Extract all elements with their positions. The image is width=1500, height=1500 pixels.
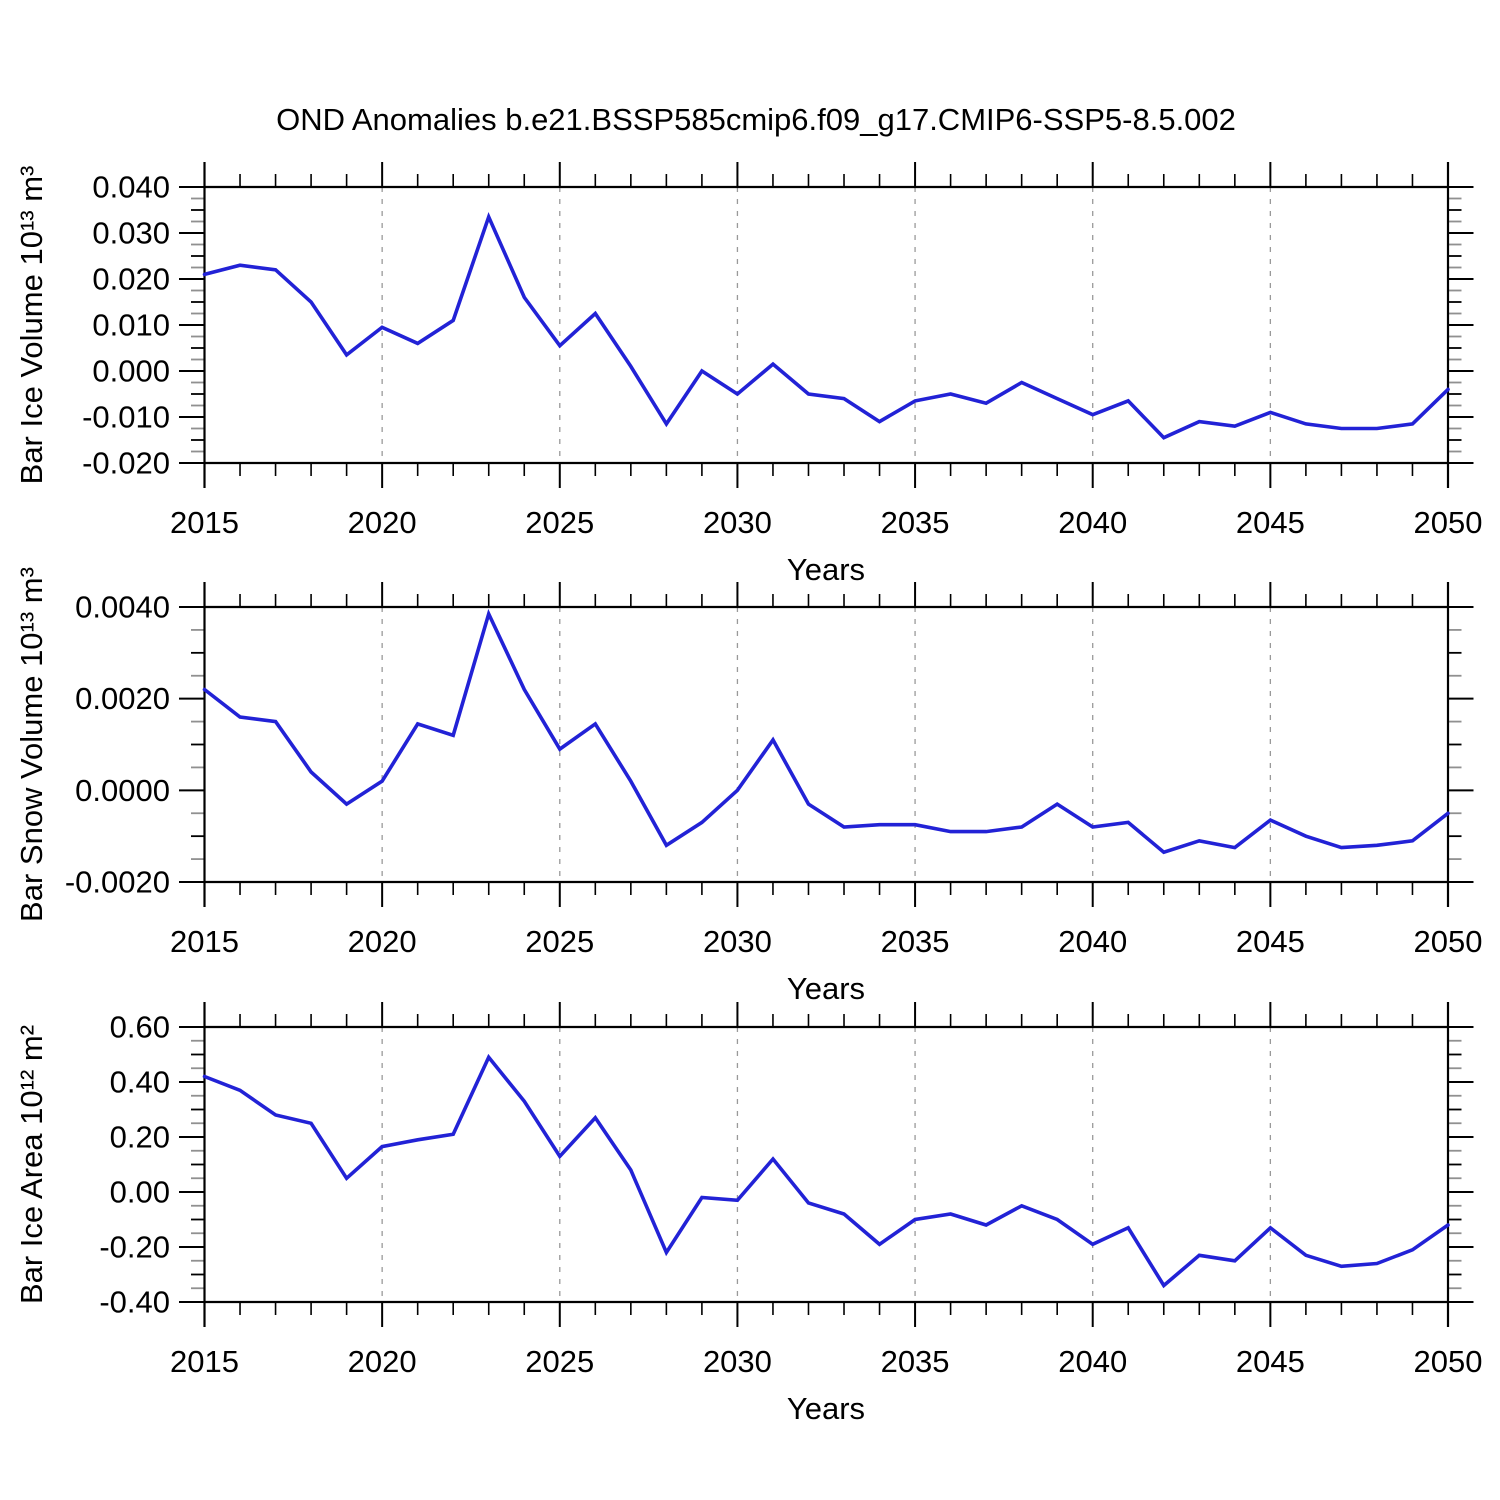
x-tick-label: 2040	[1058, 505, 1127, 540]
x-tick-label: 2015	[170, 505, 239, 540]
x-axis-title: Years	[787, 971, 865, 1006]
y-tick-label: 0.040	[92, 170, 170, 205]
y-tick-label: -0.20	[99, 1230, 170, 1265]
x-tick-label: 2035	[881, 505, 950, 540]
x-tick-label: 2050	[1414, 1344, 1483, 1379]
y-tick-label: 0.20	[110, 1120, 170, 1155]
x-tick-label: 2020	[348, 505, 417, 540]
chart-title: OND Anomalies b.e21.BSSP585cmip6.f09_g17…	[276, 102, 1236, 137]
x-tick-label: 2020	[348, 1344, 417, 1379]
y-tick-label: 0.0000	[75, 773, 170, 808]
x-tick-label: 2015	[170, 924, 239, 959]
y-tick-label: 0.010	[92, 308, 170, 343]
x-axis-title: Years	[787, 1391, 865, 1426]
y-tick-label: -0.010	[82, 400, 170, 435]
x-tick-label: 2050	[1414, 505, 1483, 540]
x-tick-label: 2020	[348, 924, 417, 959]
data-line-snow-volume	[202, 608, 1450, 855]
y-tick-label: -0.40	[99, 1285, 170, 1320]
y-tick-label: -0.020	[82, 446, 170, 481]
y-tick-label: 0.0020	[75, 681, 170, 716]
data-line-ice-area	[202, 1053, 1450, 1289]
y-tick-label: 0.030	[92, 216, 170, 251]
y-axis-title: Bar Ice Area 10¹² m²	[14, 1025, 49, 1304]
x-tick-label: 2050	[1414, 924, 1483, 959]
x-tick-label: 2035	[881, 924, 950, 959]
x-tick-label: 2025	[525, 1344, 594, 1379]
y-tick-label: 0.000	[92, 354, 170, 389]
x-tick-label: 2040	[1058, 924, 1127, 959]
x-tick-label: 2045	[1236, 924, 1305, 959]
x-tick-label: 2030	[703, 924, 772, 959]
y-axis-title: Bar Ice Volume 10¹³ m³	[14, 166, 49, 485]
y-tick-label: 0.020	[92, 262, 170, 297]
x-tick-label: 2045	[1236, 1344, 1305, 1379]
x-tick-label: 2030	[703, 505, 772, 540]
y-tick-label: 0.0040	[75, 590, 170, 625]
x-axis-title: Years	[787, 552, 865, 587]
x-tick-label: 2025	[525, 505, 594, 540]
data-line-ice-volume	[202, 211, 1450, 440]
y-tick-label: 0.40	[110, 1065, 170, 1100]
x-tick-label: 2030	[703, 1344, 772, 1379]
y-tick-label: -0.0020	[65, 865, 170, 900]
x-tick-label: 2040	[1058, 1344, 1127, 1379]
x-tick-label: 2045	[1236, 505, 1305, 540]
panel-ice-volume: 0.040 0.030 0.020 0.010 0.000 -0.010 -0.020201…	[14, 162, 1482, 587]
panels: 0.0400.0300.0200.0100.000-0.010-0.020201…	[14, 162, 1482, 1426]
y-axis-title: Bar Snow Volume 10¹³ m³	[14, 567, 49, 922]
y-tick-label: 0.00	[110, 1175, 170, 1210]
x-tick-label: 2035	[881, 1344, 950, 1379]
x-tick-label: 2015	[170, 1344, 239, 1379]
x-tick-label: 2025	[525, 924, 594, 959]
y-tick-label: 0.60	[110, 1010, 170, 1045]
